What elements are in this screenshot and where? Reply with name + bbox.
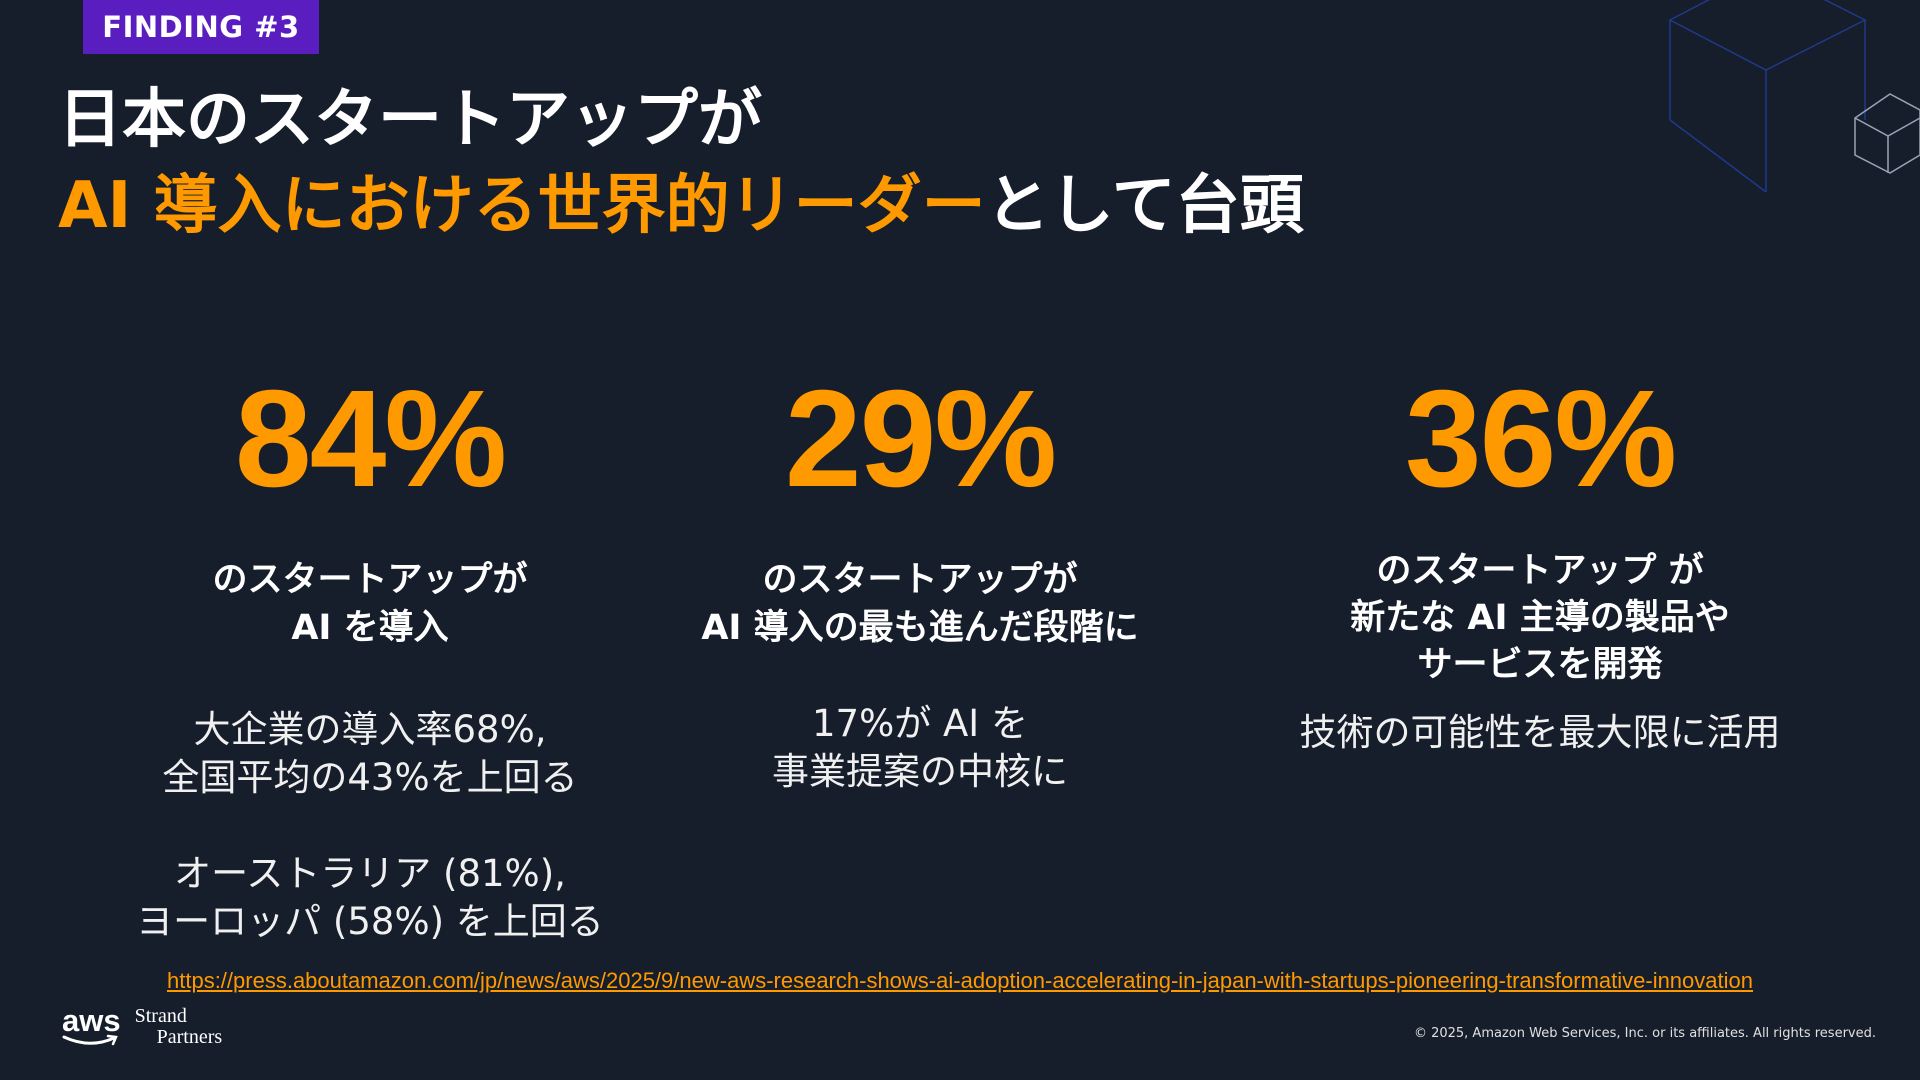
aws-logo: aws — [62, 1005, 121, 1048]
heading-line: AI を導入 — [291, 608, 449, 648]
copyright: © 2025, Amazon Web Services, Inc. or its… — [1413, 1026, 1876, 1041]
stat-value: 84% — [234, 362, 507, 516]
stat-heading: のスタートアップが AI を導入 — [110, 556, 630, 652]
title-line-2: AI 導入における世界的リーダーとして台頭 — [58, 174, 1304, 238]
heading-line: のスタートアップが — [762, 560, 1078, 600]
title-rest: として台頭 — [985, 169, 1304, 243]
heading-line: AI 導入の最も進んだ段階に — [701, 608, 1139, 648]
source-link[interactable]: https://press.aboutamazon.com/jp/news/aw… — [167, 968, 1753, 993]
detail-line: 17%が AI を — [812, 702, 1028, 745]
stat-value: 29% — [784, 362, 1057, 516]
strand-partners-logo: Strand Partners — [135, 1006, 223, 1048]
detail-line: ヨーロッパ (58%) を上回る — [136, 900, 604, 943]
footer-logos: aws Strand Partners — [62, 1005, 222, 1048]
aws-logo-text: aws — [62, 1003, 121, 1038]
stat-heading: のスタートアップ が 新たな AI 主導の製品や サービスを開発 — [1270, 548, 1810, 689]
heading-line: のスタートアップ が — [1376, 551, 1704, 591]
stat-detail-secondary: オーストラリア (81%), ヨーロッパ (58%) を上回る — [110, 850, 630, 946]
stat-detail: 技術の可能性を最大限に活用 — [1270, 709, 1810, 757]
cube-decoration — [1668, 0, 1920, 193]
heading-line: 新たな AI 主導の製品や — [1350, 598, 1730, 638]
stat-detail: 17%が AI を 事業提案の中核に — [660, 700, 1180, 796]
aws-smile-icon — [62, 1034, 118, 1046]
stat-column-1: 84% のスタートアップが AI を導入 大企業の導入率68%, 全国平均の43… — [110, 370, 630, 946]
stat-column-3: 36% のスタートアップ が 新たな AI 主導の製品や サービスを開発 技術の… — [1270, 370, 1810, 757]
title-highlight: AI 導入における世界的リーダー — [58, 169, 986, 243]
finding-badge: FINDING #3 — [83, 0, 319, 54]
detail-line: 事業提案の中核に — [772, 750, 1068, 793]
detail-line: オーストラリア (81%), — [174, 852, 566, 895]
title-line-1: 日本のスタートアップが — [58, 83, 762, 157]
stat-value: 36% — [1404, 362, 1677, 516]
heading-line: サービスを開発 — [1417, 645, 1663, 685]
stat-heading: のスタートアップが AI 導入の最も進んだ段階に — [660, 556, 1180, 652]
slide-title: 日本のスタートアップが AI 導入における世界的リーダーとして台頭 — [58, 88, 1304, 238]
detail-line: 大企業の導入率68%, — [193, 708, 547, 751]
partner-line-1: Strand — [134, 1005, 187, 1027]
stat-column-2: 29% のスタートアップが AI 導入の最も進んだ段階に 17%が AI を 事… — [660, 370, 1180, 796]
partner-line-2: Partners — [156, 1026, 223, 1048]
detail-line: 技術の可能性を最大限に活用 — [1299, 711, 1781, 754]
stat-detail: 大企業の導入率68%, 全国平均の43%を上回る — [110, 706, 630, 802]
heading-line: のスタートアップが — [212, 560, 528, 600]
detail-line: 全国平均の43%を上回る — [162, 756, 578, 799]
